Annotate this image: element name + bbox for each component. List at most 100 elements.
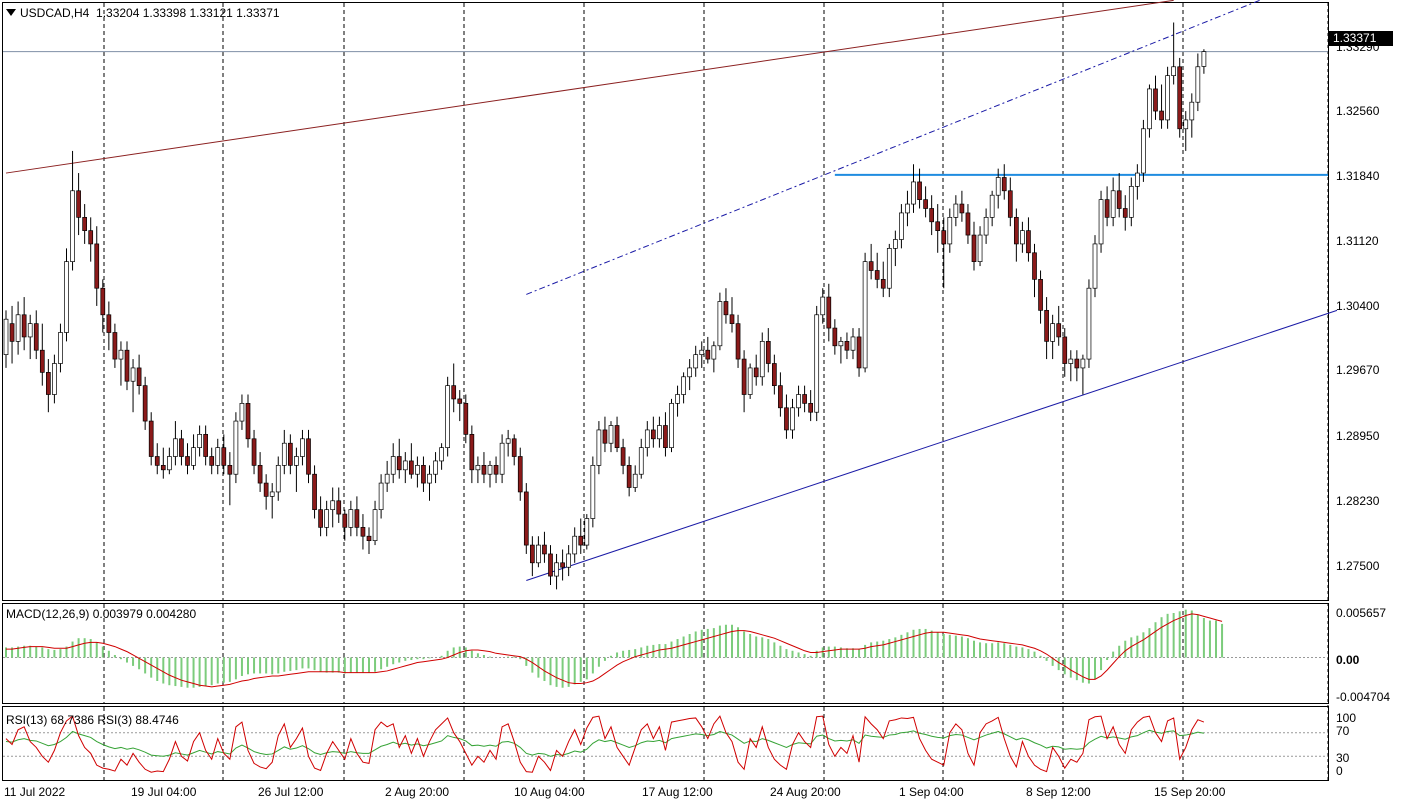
- bull-candle: [348, 509, 354, 528]
- bull-candle: [487, 465, 493, 475]
- bull-candle: [995, 177, 1001, 196]
- collapse-triangle-icon[interactable]: [6, 9, 16, 16]
- bull-candle: [294, 456, 299, 466]
- bull-candle: [911, 181, 916, 205]
- bull-candle: [669, 403, 674, 448]
- bear-candle: [832, 327, 838, 347]
- rsi-tick: 0: [1336, 764, 1343, 778]
- bear-candle: [463, 403, 469, 435]
- bull-candle: [233, 420, 239, 475]
- symbol-header: USDCAD,H4 1.33204 1.33398 1.33121 1.3337…: [6, 6, 280, 20]
- bull-candle: [977, 234, 983, 262]
- bull-candle: [70, 190, 75, 262]
- bear-candle: [39, 349, 45, 373]
- bear-candle: [124, 349, 130, 382]
- bull-candle: [130, 367, 136, 382]
- bear-candle: [753, 367, 759, 378]
- rsi-tick: 70: [1336, 724, 1350, 738]
- bull-candle: [759, 341, 765, 378]
- bull-candle: [384, 473, 390, 484]
- bear-candle: [941, 230, 947, 245]
- bull-candle: [475, 465, 481, 471]
- bear-candle: [620, 447, 626, 466]
- bull-candle: [427, 473, 432, 484]
- bear-candle: [160, 465, 166, 471]
- bear-candle: [602, 429, 608, 444]
- bull-candle: [905, 203, 910, 214]
- bear-candle: [100, 287, 106, 316]
- bear-candle: [257, 465, 263, 484]
- time-tick: 24 Aug 20:00: [770, 785, 841, 799]
- bear-candle: [548, 553, 553, 577]
- bear-candle: [529, 544, 535, 564]
- price-tick: 1.28950: [1336, 429, 1380, 443]
- bull-candle: [372, 509, 378, 542]
- bull-candle: [796, 394, 801, 409]
- bear-candle: [880, 279, 886, 289]
- bull-candle: [1110, 190, 1116, 218]
- bear-candle: [112, 332, 118, 360]
- price-tick: 1.28230: [1336, 494, 1380, 508]
- bull-candle: [699, 349, 705, 355]
- bull-candle: [1128, 186, 1134, 218]
- bear-candle: [1177, 66, 1183, 130]
- bull-candle: [584, 518, 590, 546]
- bear-candle: [1044, 310, 1049, 342]
- bull-candle: [52, 363, 57, 395]
- bear-candle: [1013, 217, 1019, 245]
- bull-candle: [1171, 66, 1177, 76]
- bear-candle: [741, 358, 747, 395]
- bear-candle: [366, 535, 372, 542]
- bull-candle: [390, 456, 396, 475]
- macd-tick: 0.00: [1336, 653, 1360, 667]
- bull-candle: [747, 367, 753, 395]
- bull-candle: [1147, 88, 1152, 130]
- price-tick: 1.31120: [1336, 234, 1379, 248]
- time-tick: 11 Jul 2022: [4, 785, 66, 799]
- current-price-badge: 1.33371: [1329, 31, 1393, 46]
- macd-signal-line: [6, 613, 1223, 688]
- bear-candle: [142, 385, 148, 422]
- price-tick: 1.32560: [1336, 104, 1380, 118]
- bear-candle: [481, 465, 487, 475]
- bull-candle: [118, 349, 124, 360]
- bear-candle: [778, 385, 783, 409]
- time-tick: 1 Sep 04:00: [899, 785, 964, 799]
- bear-candle: [263, 482, 269, 497]
- bear-candle: [1032, 252, 1037, 280]
- bull-candle: [27, 323, 33, 338]
- bear-candle: [971, 234, 977, 262]
- bull-candle: [862, 261, 868, 369]
- bull-candle: [330, 500, 336, 511]
- bear-candle: [21, 314, 27, 338]
- bull-candle: [608, 425, 614, 444]
- price-tick: 1.29670: [1336, 363, 1380, 377]
- bear-candle: [469, 434, 475, 471]
- bull-candle: [275, 465, 281, 493]
- bear-candle: [614, 425, 620, 448]
- bull-candle: [1195, 66, 1201, 103]
- bear-candle: [33, 323, 39, 351]
- bear-candle: [136, 367, 142, 386]
- bull-candle: [536, 544, 541, 564]
- bear-candle: [457, 398, 463, 404]
- price-tick: 1.27500: [1336, 559, 1380, 573]
- bear-candle: [354, 509, 360, 528]
- bull-candle: [499, 442, 505, 475]
- bull-candle: [1068, 358, 1074, 364]
- bear-candle: [288, 442, 293, 466]
- bull-candle: [886, 248, 892, 289]
- bear-candle: [9, 323, 15, 342]
- bull-candle: [281, 442, 287, 466]
- price-tick: 1.30400: [1336, 299, 1380, 313]
- bear-candle: [650, 429, 656, 440]
- bear-candle: [560, 562, 565, 568]
- channel-upper-line: [526, 0, 1262, 295]
- bull-candle: [1020, 230, 1025, 245]
- macd-tick: 0.005657: [1336, 606, 1387, 620]
- bear-candle: [542, 544, 547, 555]
- bull-candle: [644, 429, 650, 448]
- bear-candle: [1153, 88, 1158, 112]
- bear-candle: [723, 301, 729, 316]
- bull-candle: [1165, 75, 1170, 121]
